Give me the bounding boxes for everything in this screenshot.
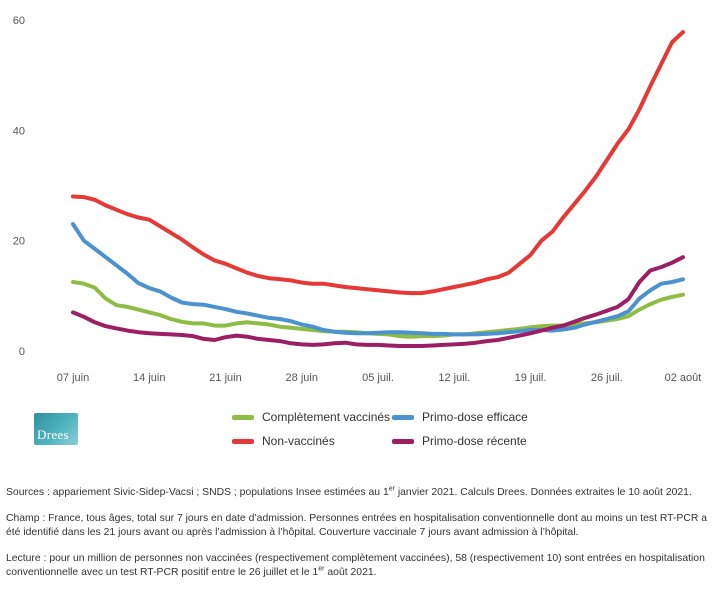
y-tick-label: 60 <box>13 15 25 27</box>
legend-item-non-vaccines[interactable]: Non-vaccinés <box>232 434 335 448</box>
legend-label: Complètement vaccinés <box>262 410 391 424</box>
legend-label: Non-vaccinés <box>262 434 335 448</box>
x-tick-label: 21 juin <box>209 372 241 384</box>
legend-label: Primo-dose efficace <box>422 410 528 424</box>
x-tick-label: 14 juin <box>133 372 165 384</box>
y-axis: 0 20 40 60 <box>13 15 25 358</box>
x-tick-label: 02 août <box>665 372 702 384</box>
y-tick-label: 40 <box>13 125 25 137</box>
logo-text: Drees <box>37 427 69 442</box>
legend-item-primo-dose-recente[interactable]: Primo-dose récente <box>392 434 527 448</box>
legend-swatch-primo-dose-efficace <box>392 414 414 420</box>
legend-item-primo-dose-efficace[interactable]: Primo-dose efficace <box>392 410 528 424</box>
legend-swatch-primo-dose-recente <box>392 438 414 444</box>
legend-swatch-completement-vaccines <box>232 414 254 420</box>
x-tick-label: 05 juil. <box>362 372 394 384</box>
x-tick-label: 28 juin <box>286 372 318 384</box>
champ-note: Champ : France, tous âges, total sur 7 j… <box>6 513 707 538</box>
notes: Sources : appariement Sivic-Sidep-Vacsi … <box>6 486 712 592</box>
sources-superscript: er <box>388 485 395 493</box>
y-tick-label: 0 <box>19 346 25 358</box>
x-tick-label: 26 juil. <box>591 372 623 384</box>
drees-logo: Drees <box>34 413 78 445</box>
x-tick-label: 07 juin <box>57 372 89 384</box>
lecture-superscript: er <box>318 565 325 573</box>
sources-text-end: janvier 2021. Calculs Drees. Données ext… <box>394 487 692 498</box>
series-line-non-vaccines <box>71 30 685 296</box>
lecture-text: Lecture : pour un million de personnes n… <box>6 553 705 578</box>
series-line-primo-dose-recente <box>71 255 685 348</box>
line-chart: 0 20 40 60 07 juin 14 juin 21 juin 28 juin 05 j… <box>13 15 702 384</box>
x-tick-label: 12 juil. <box>438 372 470 384</box>
legend-swatch-non-vaccines <box>232 438 254 444</box>
series-layer <box>71 30 685 348</box>
x-axis: 07 juin 14 juin 21 juin 28 juin 05 juil. 12 j… <box>57 372 702 384</box>
legend: Complètement vaccinés Primo-dose efficac… <box>232 410 562 456</box>
lecture-text-end: août 2021. <box>324 567 377 578</box>
sources-note: Sources : appariement Sivic-Sidep-Vacsi … <box>6 486 712 500</box>
x-tick-label: 19 juil. <box>515 372 547 384</box>
series-line-primo-dose-efficace <box>71 222 685 337</box>
legend-item-completement-vaccines[interactable]: Complètement vaccinés <box>232 410 390 424</box>
sources-text: Sources : appariement Sivic-Sidep-Vacsi … <box>6 487 389 498</box>
legend-label: Primo-dose récente <box>422 434 527 448</box>
lecture-note: Lecture : pour un million de personnes n… <box>6 552 712 580</box>
y-tick-label: 20 <box>13 236 25 248</box>
